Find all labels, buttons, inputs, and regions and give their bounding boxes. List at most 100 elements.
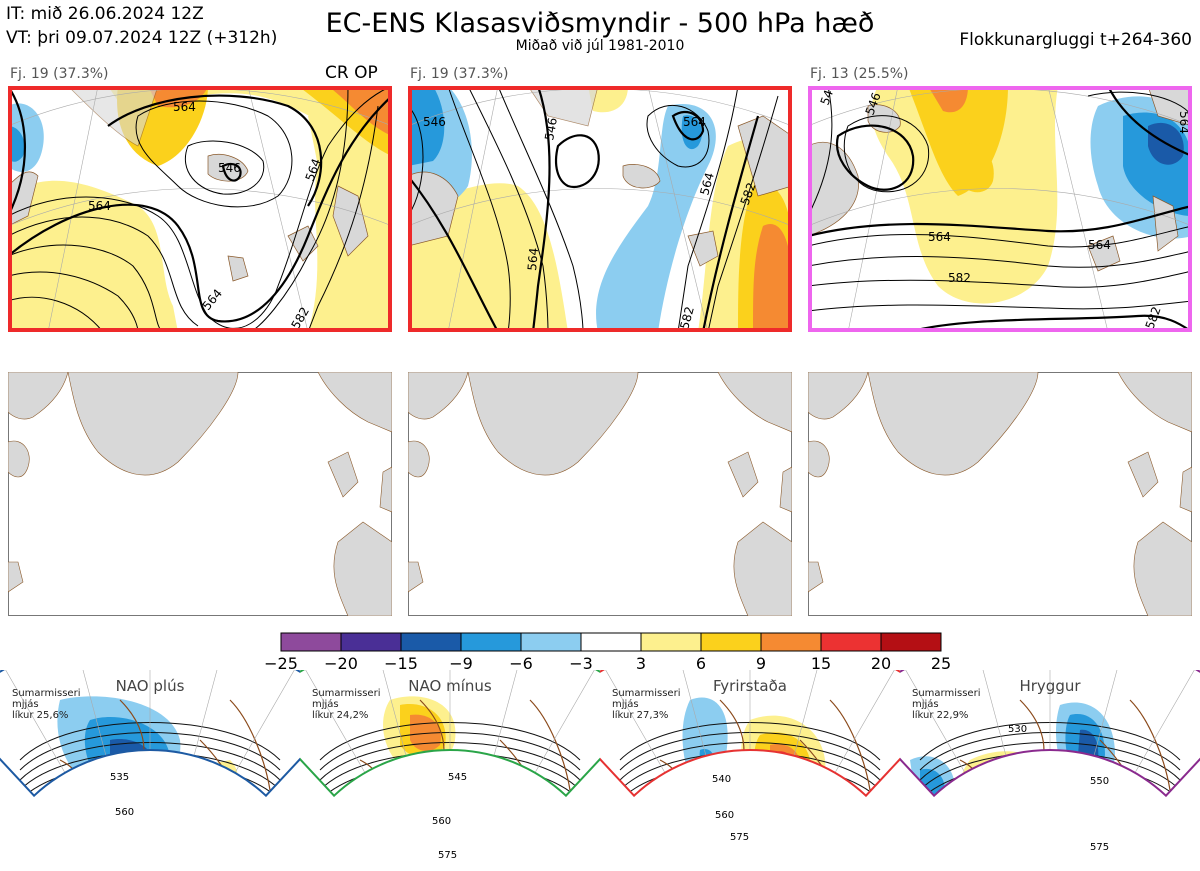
grid-line bbox=[974, 670, 1007, 756]
regime-info-line: líkur 24,2% bbox=[312, 710, 369, 721]
contour-label: 564 bbox=[928, 230, 951, 244]
height-contour bbox=[620, 823, 880, 861]
contour-label: 535 bbox=[110, 772, 129, 783]
regime-info-line: Sumarmisseri bbox=[12, 688, 81, 699]
colorbar-tick-label: −15 bbox=[384, 654, 418, 673]
colorbar-segment bbox=[520, 632, 582, 652]
grid-line bbox=[1093, 670, 1126, 756]
colorbar-segment bbox=[460, 632, 522, 652]
colorbar-segment bbox=[820, 632, 882, 652]
colorbar-tick-label: 3 bbox=[635, 654, 647, 673]
anomaly-area bbox=[994, 775, 1039, 796]
initial-time: IT: mið 26.06.2024 12Z bbox=[6, 4, 204, 24]
regime-frame bbox=[300, 670, 600, 798]
regime-info-line: Sumarmisseri bbox=[912, 688, 981, 699]
empty-map-2[interactable] bbox=[408, 372, 792, 616]
regime-frame bbox=[900, 670, 1200, 798]
cluster-map-3[interactable]: 546 546 564 564 582 582 564 bbox=[808, 86, 1192, 332]
regime-info: Sumarmisseri mjjás líkur 27,3% bbox=[612, 688, 680, 721]
height-contour bbox=[920, 813, 1180, 851]
height-contour bbox=[20, 803, 280, 841]
colorbar-tick-label: 25 bbox=[930, 654, 952, 673]
colorbar-tick-label: 6 bbox=[695, 654, 707, 673]
grid-line bbox=[193, 670, 226, 756]
contour-label: 575 bbox=[438, 850, 457, 861]
colorbar-tick-label: 9 bbox=[755, 654, 767, 673]
contour-label: 582 bbox=[677, 305, 696, 331]
colorbar-segment bbox=[400, 632, 462, 652]
colorbar-segment bbox=[700, 632, 762, 652]
regime-info-line: mjjás bbox=[912, 699, 939, 710]
colorbar-segment bbox=[280, 632, 342, 652]
grid-line bbox=[793, 670, 826, 756]
grid-line bbox=[674, 670, 707, 756]
valid-time: VT: þri 09.07.2024 12Z (+312h) bbox=[6, 28, 278, 48]
regime-info-line: líkur 27,3% bbox=[612, 710, 669, 721]
regime-info: Sumarmisseri mjjás líkur 22,9% bbox=[912, 688, 980, 721]
contour-label: 564 bbox=[683, 115, 706, 129]
grid-line bbox=[493, 670, 526, 756]
colorbar-tick-label: 20 bbox=[870, 654, 892, 673]
page-title: EC-ENS Klasasviðsmyndir - 500 hPa hæð bbox=[325, 8, 875, 39]
regime-map[interactable]: 545 560 575 bbox=[300, 670, 600, 870]
height-contour bbox=[19, 792, 281, 796]
grid-line bbox=[904, 670, 966, 773]
panel-2-label: Fj. 19 (37.3%) bbox=[410, 66, 509, 82]
cluster-map-1[interactable]: 564 546 564 564 564 582 bbox=[8, 86, 392, 332]
colorbar-tick-label: −25 bbox=[264, 654, 298, 673]
contour-label: 550 bbox=[1090, 776, 1109, 787]
anomaly-area bbox=[976, 763, 1050, 796]
grid-line bbox=[74, 670, 107, 756]
contour-label: 564 bbox=[173, 100, 196, 114]
regime-map[interactable]: 535 560 bbox=[0, 670, 300, 870]
colorbar-tick-label: −3 bbox=[569, 654, 593, 673]
contour-label: 540 bbox=[712, 774, 731, 785]
panel-1-label: Fj. 19 (37.3%) bbox=[10, 66, 109, 82]
panel-border bbox=[408, 86, 792, 332]
height-contour bbox=[619, 782, 881, 796]
regime-info-line: Sumarmisseri bbox=[612, 688, 681, 699]
cluster-map-2[interactable]: 546 564 546 564 582 564 582 bbox=[408, 86, 792, 332]
anomaly-area bbox=[330, 769, 530, 796]
panel-1-tag: CR OP bbox=[325, 63, 378, 83]
regime-map[interactable]: 530 550 575 bbox=[900, 670, 1200, 870]
grid-line bbox=[534, 670, 596, 773]
grid-line bbox=[304, 670, 366, 773]
empty-map-1[interactable] bbox=[8, 372, 392, 616]
contour-label: 560 bbox=[715, 810, 734, 821]
height-contour bbox=[319, 782, 581, 796]
colorbar-tick-label: 15 bbox=[810, 654, 832, 673]
contour-label: 546 bbox=[218, 161, 241, 175]
contour-label: 545 bbox=[448, 772, 467, 783]
height-contour bbox=[619, 792, 881, 796]
contour-label: 564 bbox=[1088, 238, 1111, 252]
regime-info-line: Sumarmisseri bbox=[312, 688, 381, 699]
regime-info-line: líkur 25,6% bbox=[12, 710, 69, 721]
contour-label: 564 bbox=[525, 247, 541, 271]
classification-window: Flokkunargluggi t+264-360 bbox=[959, 30, 1192, 50]
colorbar-tick-label: −20 bbox=[324, 654, 358, 673]
page-subtitle: Miðað við júl 1981-2010 bbox=[515, 38, 685, 54]
colorbar-segment bbox=[640, 632, 702, 652]
panel-3-label: Fj. 13 (25.5%) bbox=[810, 66, 909, 82]
regime-map[interactable]: 540 560 575 bbox=[600, 670, 900, 870]
height-contour bbox=[20, 823, 280, 861]
grid-line bbox=[1134, 670, 1196, 773]
regime-title: NAO plús bbox=[115, 677, 185, 695]
colorbar-tick-label: −9 bbox=[449, 654, 473, 673]
empty-map-3[interactable] bbox=[808, 372, 1192, 616]
contour-label: 546 bbox=[542, 117, 560, 142]
regime-title: Hryggur bbox=[1019, 677, 1081, 695]
colorbar-tick-label: −6 bbox=[509, 654, 533, 673]
panel-border bbox=[8, 86, 392, 332]
contour-label: 582 bbox=[948, 271, 971, 285]
grid-line bbox=[834, 670, 896, 773]
contour-label: 564 bbox=[88, 199, 111, 213]
regime-info-line: mjjás bbox=[312, 699, 339, 710]
height-contour bbox=[919, 792, 1181, 796]
colorbar-segment bbox=[880, 632, 942, 652]
regime-title: NAO mínus bbox=[408, 677, 492, 695]
height-contour bbox=[919, 782, 1181, 796]
anomaly-area bbox=[1008, 785, 1031, 796]
colorbar-segment bbox=[580, 632, 642, 652]
